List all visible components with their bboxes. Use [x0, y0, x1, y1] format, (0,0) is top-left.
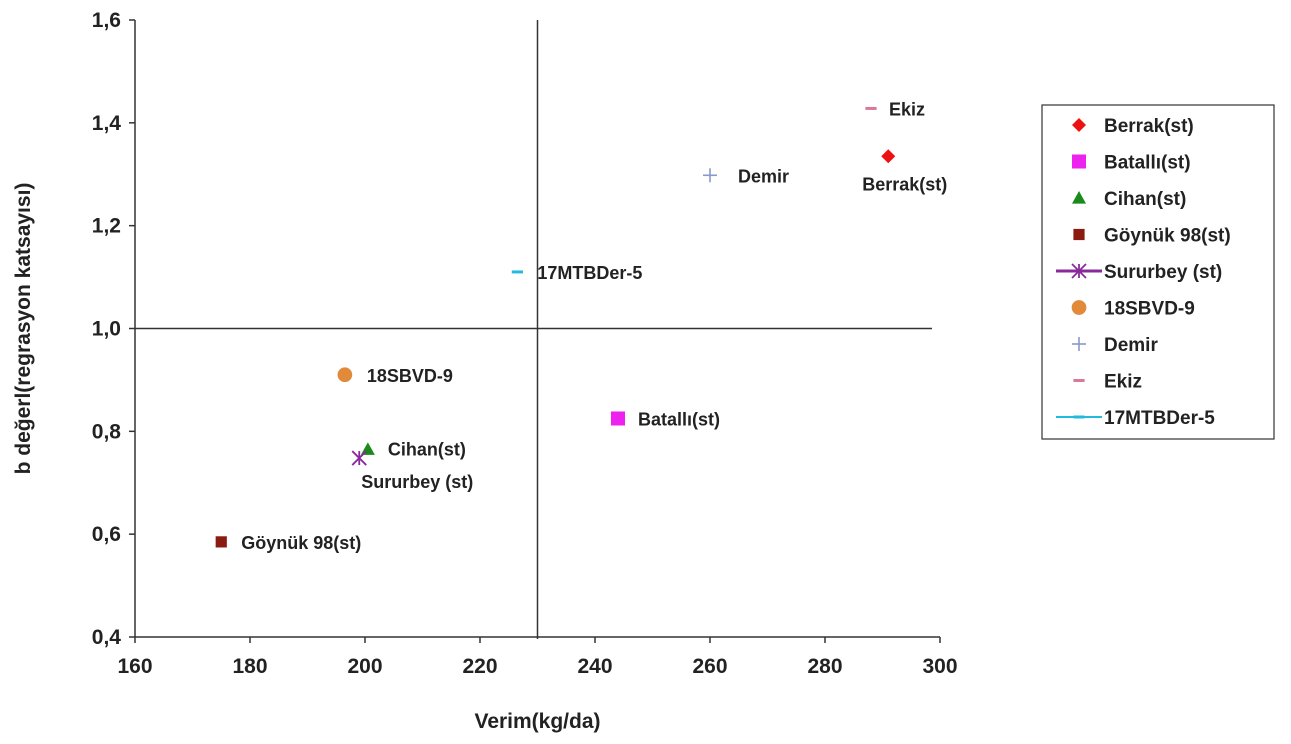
- point-label: Göynük 98(st): [241, 533, 361, 553]
- data-points: Berrak(st) Batallı(st) Cihan(st) Göynük 98(…: [215, 99, 947, 553]
- legend-marker: [1072, 118, 1086, 132]
- data-point: Batallı(st): [611, 409, 720, 429]
- legend-label: Sururbey (st): [1104, 262, 1222, 283]
- legend-label: 17MTBDer-5: [1104, 408, 1215, 429]
- legend-label: Batallı(st): [1104, 153, 1191, 174]
- legend-label: 18SBVD-9: [1104, 299, 1195, 320]
- y-tick-label: 0,8: [92, 420, 122, 443]
- legend-item: Sururbey (st): [1056, 262, 1222, 283]
- x-tick-label: 220: [462, 655, 497, 678]
- legend-item: 18SBVD-9: [1071, 299, 1195, 320]
- data-point: 17MTBDer-5: [511, 263, 642, 283]
- legend-label: Cihan(st): [1104, 189, 1186, 210]
- y-axis-title: b değerl(regrasyon katsayısı): [12, 183, 35, 475]
- y-tick-label: 0,4: [92, 626, 122, 649]
- legend-item: 17MTBDer-5: [1056, 408, 1215, 429]
- data-point: Berrak(st): [862, 149, 947, 194]
- data-point: Göynük 98(st): [215, 533, 361, 553]
- x-axis-title: Verim(kg/da): [474, 710, 600, 733]
- legend-marker: [1072, 154, 1086, 169]
- legend-marker: [1072, 191, 1086, 204]
- point-marker: [881, 149, 896, 164]
- x-tick-label: 160: [117, 655, 152, 678]
- legend-label: Berrak(st): [1104, 116, 1194, 137]
- x-tick-labels: 160 180 200 220 240 260 280 300: [117, 637, 958, 678]
- legend-item: Berrak(st): [1072, 116, 1194, 137]
- x-tick-label: 260: [692, 655, 727, 678]
- legend-marker: [1071, 300, 1087, 315]
- data-point: Cihan(st): [360, 439, 466, 459]
- point-label: 18SBVD-9: [367, 366, 453, 386]
- point-label: Sururbey (st): [361, 472, 473, 492]
- point-marker: [337, 367, 353, 383]
- y-tick-label: 1,4: [92, 112, 122, 135]
- data-point: 18SBVD-9: [337, 366, 453, 386]
- point-label: Berrak(st): [862, 174, 947, 194]
- y-tick-label: 1,0: [92, 318, 121, 341]
- point-label: Demir: [738, 166, 789, 186]
- point-marker: [351, 450, 367, 466]
- legend-item: Batallı(st): [1072, 153, 1191, 174]
- x-tick-label: 180: [232, 655, 267, 678]
- point-label: Cihan(st): [388, 439, 466, 459]
- x-tick-label: 300: [922, 655, 957, 678]
- legend-label: Demir: [1104, 335, 1158, 356]
- y-tick-label: 1,2: [92, 215, 121, 238]
- legend-marker: [1072, 337, 1086, 351]
- legend: Berrak(st) Batallı(st) Cihan(st) Göynük 98(…: [1041, 104, 1275, 440]
- x-tick-label: 200: [347, 655, 382, 678]
- point-marker: [360, 442, 375, 455]
- legend-item: Ekiz: [1073, 372, 1142, 393]
- legend-item: Demir: [1072, 335, 1158, 356]
- y-tick-labels: 0,4 0,6 0,8 1,0 1,2 1,4 1,6: [92, 9, 135, 649]
- point-label: Batallı(st): [638, 409, 720, 429]
- y-tick-label: 0,6: [92, 523, 121, 546]
- legend-label: Ekiz: [1104, 372, 1142, 393]
- legend-marker: [1071, 263, 1087, 279]
- data-point: Demir: [703, 166, 789, 186]
- data-point: Sururbey (st): [351, 450, 473, 492]
- point-marker: [703, 168, 717, 183]
- point-label: Ekiz: [889, 99, 925, 119]
- legend-label: Göynük 98(st): [1104, 226, 1231, 247]
- point-label: 17MTBDer-5: [537, 263, 642, 283]
- point-marker: [215, 536, 227, 548]
- y-tick-label: 1,6: [92, 9, 121, 32]
- legend-item: Cihan(st): [1072, 189, 1186, 210]
- legend-marker: [1073, 228, 1085, 241]
- data-point: Ekiz: [865, 99, 925, 119]
- legend-item: Göynük 98(st): [1073, 226, 1231, 247]
- x-tick-label: 280: [807, 655, 842, 678]
- point-marker: [611, 411, 625, 426]
- x-tick-label: 240: [577, 655, 612, 678]
